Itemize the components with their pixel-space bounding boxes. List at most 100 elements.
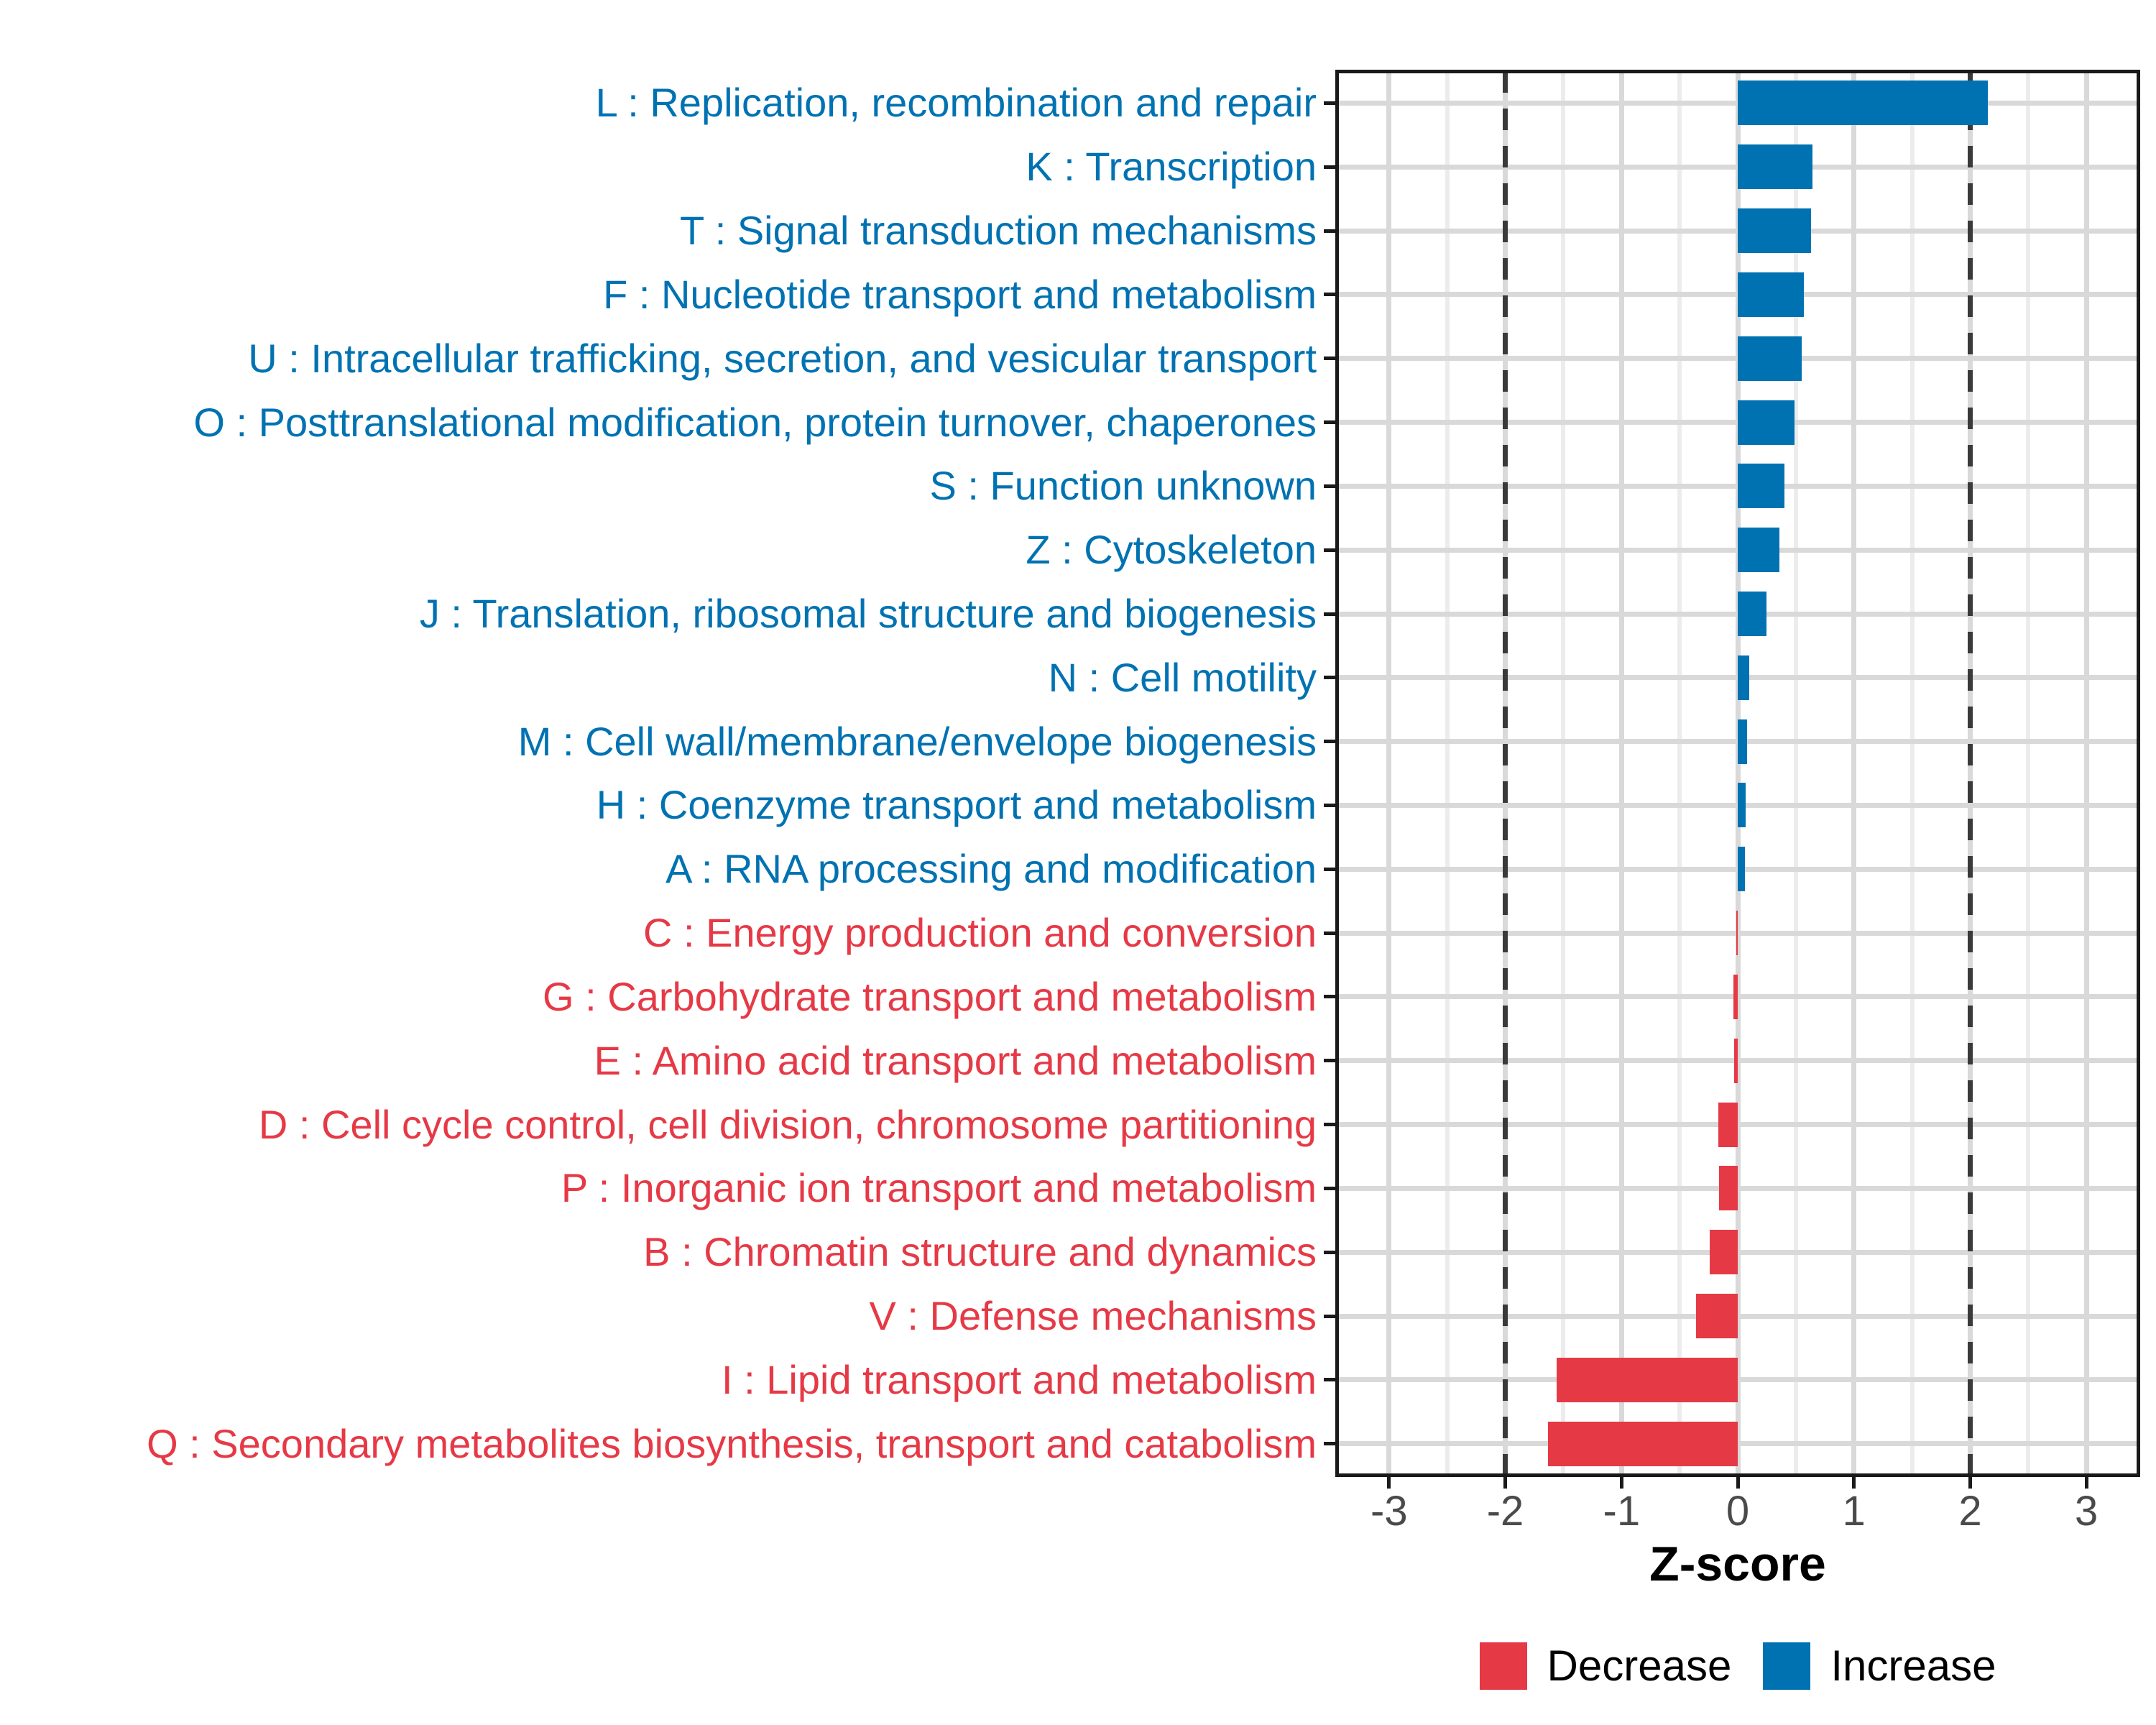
y-tick-O (1324, 420, 1337, 424)
category-label-U: U : Intracellular trafficking, secretion… (248, 335, 1317, 381)
category-label-M: M : Cell wall/membrane/envelope biogenes… (517, 718, 1317, 764)
legend-item-decrease: Decrease (1479, 1642, 1732, 1690)
category-label-S: S : Function unknown (929, 463, 1317, 509)
category-label-K: K : Transcription (1026, 144, 1317, 190)
category-label-A: A : RNA processing and modification (665, 846, 1317, 892)
gridline-minor-vertical (1793, 71, 1798, 1476)
gridline-minor-vertical (1909, 71, 1915, 1476)
gridline-row-D (1337, 1122, 2139, 1127)
y-tick-E (1324, 1059, 1337, 1063)
category-label-O: O : Posttranslational modification, prot… (193, 399, 1317, 445)
bar-U (1738, 336, 1802, 381)
category-label-N: N : Cell motility (1048, 654, 1317, 700)
y-tick-S (1324, 484, 1337, 488)
category-label-G: G : Carbohydrate transport and metabolis… (543, 973, 1317, 1019)
bar-T (1738, 208, 1811, 253)
bar-H (1738, 783, 1746, 828)
bar-Z (1738, 528, 1780, 573)
x-tick-label--1: -1 (1603, 1488, 1641, 1535)
bar-D (1718, 1102, 1738, 1147)
bar-E (1734, 1038, 1738, 1083)
x-tick-label-1: 1 (1842, 1488, 1866, 1535)
x-tick-0 (1736, 1477, 1740, 1489)
y-tick-N (1324, 676, 1337, 680)
category-label-T: T : Signal transduction mechanisms (679, 208, 1317, 253)
gridline-row-B (1337, 1249, 2139, 1255)
bar-M (1738, 719, 1747, 764)
y-tick-P (1324, 1186, 1337, 1190)
legend-item-increase: Increase (1763, 1642, 1996, 1690)
y-tick-U (1324, 356, 1337, 361)
x-tick-label-3: 3 (2075, 1488, 2099, 1535)
bar-O (1738, 400, 1795, 445)
legend-swatch-decrease (1479, 1642, 1527, 1690)
bar-P (1719, 1166, 1738, 1211)
y-tick-I (1324, 1378, 1337, 1382)
y-tick-J (1324, 612, 1337, 616)
bar-A (1738, 847, 1745, 892)
bar-J (1738, 592, 1767, 636)
category-label-H: H : Coenzyme transport and metabolism (596, 782, 1317, 828)
category-label-B: B : Chromatin structure and dynamics (643, 1229, 1317, 1275)
gridline-row-G (1337, 994, 2139, 1000)
category-label-V: V : Defense mechanisms (869, 1293, 1317, 1338)
gridline-row-E (1337, 1058, 2139, 1064)
bar-Q (1548, 1421, 1738, 1466)
bar-C (1736, 911, 1738, 955)
panel-border (1335, 70, 2140, 1477)
bar-V (1695, 1294, 1738, 1338)
y-tick-M (1324, 740, 1337, 744)
y-tick-Q (1324, 1442, 1337, 1446)
gridline-major-vertical (1618, 71, 1624, 1476)
bar-B (1710, 1230, 1738, 1275)
category-label-L: L : Replication, recombination and repai… (595, 80, 1317, 126)
gridline-minor-vertical (1677, 71, 1682, 1476)
bar-N (1738, 655, 1750, 700)
category-label-E: E : Amino acid transport and metabolism (594, 1037, 1317, 1083)
y-tick-T (1324, 229, 1337, 233)
gridline-minor-vertical (2026, 71, 2031, 1476)
gridline-row-V (1337, 1313, 2139, 1319)
y-tick-Z (1324, 548, 1337, 552)
category-label-F: F : Nucleotide transport and metabolism (603, 271, 1317, 317)
gridline-minor-vertical (1561, 71, 1566, 1476)
x-tick-2 (1968, 1477, 1972, 1489)
legend: Decrease Increase (1337, 1641, 2139, 1691)
y-tick-B (1324, 1250, 1337, 1254)
x-tick-label-0: 0 (1726, 1488, 1750, 1535)
x-tick-3 (2084, 1477, 2088, 1489)
legend-swatch-increase (1763, 1642, 1811, 1690)
gridline-row-P (1337, 1185, 2139, 1191)
bar-L (1738, 80, 1988, 126)
x-tick-label-2: 2 (1958, 1488, 1982, 1535)
x-axis-title: Z-score (1649, 1537, 1826, 1591)
y-tick-K (1324, 165, 1337, 169)
bar-G (1733, 974, 1738, 1019)
reference-line--2 (1503, 71, 1508, 1476)
y-tick-V (1324, 1314, 1337, 1318)
x-tick--2 (1503, 1477, 1507, 1489)
bar-I (1556, 1357, 1738, 1402)
y-tick-A (1324, 867, 1337, 871)
category-label-Z: Z : Cytoskeleton (1026, 527, 1317, 573)
y-tick-L (1324, 101, 1337, 105)
legend-label-decrease: Decrease (1547, 1642, 1732, 1690)
category-label-I: I : Lipid transport and metabolism (722, 1356, 1317, 1402)
category-label-J: J : Translation, ribosomal structure and… (419, 591, 1317, 636)
gridline-major-vertical (1735, 71, 1741, 1476)
x-tick-1 (1852, 1477, 1856, 1489)
category-label-C: C : Energy production and conversion (643, 910, 1317, 955)
x-tick--3 (1387, 1477, 1391, 1489)
bar-F (1738, 272, 1805, 317)
category-label-D: D : Cell cycle control, cell division, c… (258, 1101, 1317, 1147)
gridline-major-vertical (1851, 71, 1857, 1476)
y-tick-G (1324, 995, 1337, 999)
category-label-Q: Q : Secondary metabolites biosynthesis, … (147, 1420, 1317, 1466)
bar-K (1738, 144, 1812, 190)
gridline-minor-vertical (1445, 71, 1450, 1476)
x-tick--1 (1619, 1477, 1623, 1489)
y-tick-F (1324, 293, 1337, 297)
gridline-row-Q (1337, 1441, 2139, 1447)
y-tick-C (1324, 931, 1337, 935)
